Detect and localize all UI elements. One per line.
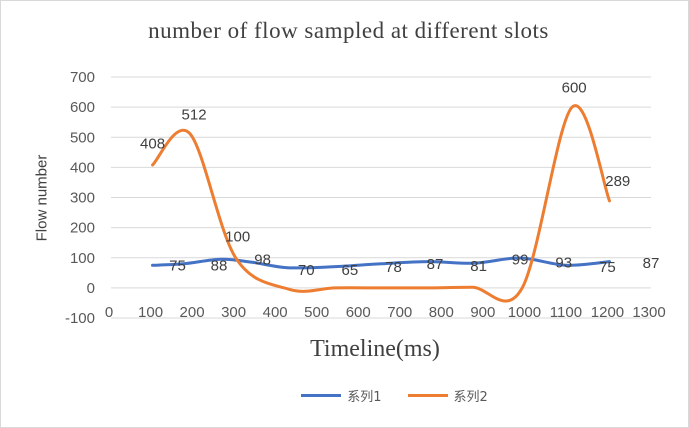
y-tick-label-6: 500	[70, 129, 95, 146]
y-tick-label-7: 600	[70, 99, 95, 116]
series-layer	[151, 104, 611, 303]
series-line-2	[151, 104, 611, 303]
data-label-layer: 75 88 98 70 65 78 87 81 99 93 75 87 408 512 100 600 289	[140, 80, 659, 279]
y-tick-label-5: 400	[70, 159, 95, 176]
series-1-data-label-9: 93	[555, 254, 572, 271]
x-tick-label-10: 1000	[508, 304, 541, 321]
series-1-data-label-2: 98	[254, 251, 271, 268]
series-2-data-label-1: 512	[182, 107, 207, 124]
series-1-data-label-4: 65	[342, 262, 359, 279]
series-1-data-label-11: 87	[643, 255, 660, 272]
x-tick-label-3: 300	[221, 304, 246, 321]
series-2-data-label-2: 100	[225, 229, 250, 246]
x-tick-label-6: 600	[346, 304, 371, 321]
series-1-data-label-10: 75	[599, 259, 616, 276]
grid-layer	[111, 76, 651, 319]
series-2-data-label-3: 600	[562, 80, 587, 97]
series-1-data-label-8: 99	[512, 251, 529, 268]
series-1-data-label-0: 75	[169, 257, 186, 274]
x-tick-label-1: 100	[138, 304, 163, 321]
y-tick-label-4: 300	[70, 190, 95, 207]
x-tick-label-0: 0	[105, 304, 113, 321]
series-1-data-label-1: 88	[211, 257, 228, 274]
series-2-data-label-0: 408	[140, 135, 165, 152]
x-tick-label-8: 800	[429, 304, 454, 321]
series-1-data-label-3: 70	[298, 262, 315, 279]
series-1-data-label-7: 81	[470, 258, 487, 275]
legend-item-series-1[interactable]: 系列1	[201, 386, 382, 405]
y-tick-label-2: 100	[70, 250, 95, 267]
series-1-data-label-6: 87	[427, 256, 444, 273]
x-tick-label-9: 900	[470, 304, 495, 321]
legend-label-series-2: 系列2	[453, 390, 488, 405]
x-tick-label-2: 200	[180, 304, 205, 321]
x-tick-label-5: 500	[304, 304, 329, 321]
series-1-data-label-5: 78	[385, 259, 402, 276]
chart-title: number of flow sampled at different slot…	[148, 18, 549, 43]
x-tick-label-4: 400	[263, 304, 288, 321]
legend: 系列1 系列2	[0, 386, 689, 405]
x-tick-label-7: 700	[387, 304, 412, 321]
x-tick-label-11: 1100	[550, 304, 582, 321]
x-tick-label-12: 1200	[591, 304, 624, 321]
legend-label-series-1: 系列1	[347, 390, 382, 405]
y-tick-label-1: 0	[87, 280, 95, 297]
series-2-data-label-4: 289	[605, 173, 630, 190]
x-axis-label: Timeline(ms)	[310, 336, 440, 362]
legend-swatch-series-2	[407, 394, 448, 397]
legend-item-series-2[interactable]: 系列2	[407, 386, 488, 405]
tick-layer: -100 0 100 200 300 400 500 600 700 0 100 200 300 400 5…	[65, 69, 666, 327]
y-tick-label-3: 200	[70, 220, 95, 237]
legend-swatch-series-1	[301, 394, 342, 397]
x-tick-label-13: 1300	[632, 304, 665, 321]
series-line-1	[151, 256, 611, 270]
y-tick-label-0: -100	[65, 310, 95, 327]
y-tick-label-8: 700	[70, 69, 95, 86]
